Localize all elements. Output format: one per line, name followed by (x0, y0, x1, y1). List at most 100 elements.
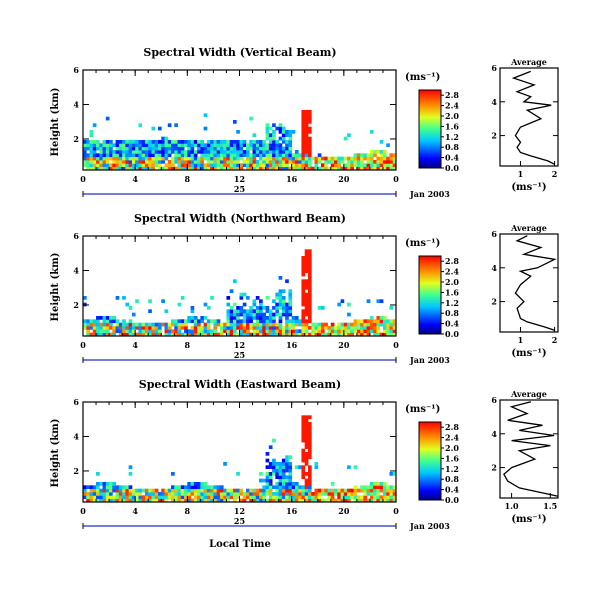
heatmap-cell (131, 146, 136, 151)
heatmap-cell (304, 488, 309, 493)
heatmap-cell (193, 485, 198, 490)
heatmap-cell (307, 498, 312, 503)
heatmap-cell (109, 143, 113, 148)
heatmap-cell (366, 332, 371, 337)
heatmap-cell (252, 309, 257, 314)
heatmap-cell (206, 146, 211, 151)
heatmap-cell (102, 163, 107, 168)
heatmap-cell (304, 442, 309, 446)
heatmap-cell (301, 146, 306, 151)
heatmap-cell (307, 475, 312, 480)
heatmap-cell (226, 495, 231, 500)
heatmap-cell (206, 492, 211, 496)
heatmap-cell (115, 322, 120, 327)
heatmap-cell (268, 126, 273, 131)
heatmap-cell (307, 448, 312, 453)
heatmap-cell (307, 146, 312, 151)
heatmap-cell (236, 306, 240, 310)
panel-title: Spectral Width (Northward Beam) (134, 212, 346, 225)
heatmap-cell (340, 488, 345, 493)
heatmap-cell (102, 482, 107, 486)
heatmap-cell (317, 329, 322, 334)
heatmap-cell (281, 488, 286, 493)
heatmap-cell (99, 482, 103, 486)
heatmap-cell (135, 163, 139, 168)
heatmap-cell (135, 495, 139, 500)
profile-y-tick-label: 2 (491, 297, 497, 307)
heatmap-cell (317, 332, 322, 337)
heatmap-cell (144, 156, 149, 161)
heatmap (83, 415, 397, 503)
heatmap-cell (369, 130, 374, 134)
heatmap-cell (373, 492, 377, 496)
heatmap-cell (259, 498, 263, 503)
heatmap-cell (363, 329, 368, 334)
heatmap-cell (301, 435, 306, 440)
heatmap-cell (353, 495, 358, 500)
heatmap-cell (379, 322, 384, 327)
heatmap-cell (229, 332, 234, 337)
heatmap-cell (386, 143, 390, 148)
heatmap-cell (213, 498, 218, 503)
heatmap-cell (115, 498, 120, 503)
heatmap-cell (138, 156, 143, 161)
heatmap-cell (343, 332, 348, 337)
heatmap-cell (343, 488, 348, 493)
heatmap-cell (154, 143, 159, 148)
heatmap-cell (281, 140, 286, 144)
heatmap-cell (236, 326, 240, 330)
heatmap-cell (135, 166, 139, 171)
heatmap-cell (379, 153, 384, 158)
heatmap-cell (193, 163, 198, 168)
heatmap-cell (259, 329, 263, 334)
heatmap-cell (311, 322, 315, 327)
heatmap-cell (96, 140, 100, 144)
heatmap-cell (236, 332, 240, 337)
heatmap-cell (92, 488, 97, 493)
heatmap-cell (206, 143, 211, 148)
heatmap-cell (161, 299, 165, 304)
heatmap-cell (265, 166, 270, 171)
heatmap-cell (369, 485, 374, 490)
heatmap-cell (255, 498, 260, 503)
heatmap-cell (347, 156, 351, 161)
heatmap-cell (161, 140, 165, 144)
heatmap-cell (356, 498, 361, 503)
heatmap-cell (197, 319, 201, 324)
heatmap-cell (288, 302, 293, 307)
heatmap-cell (334, 498, 338, 503)
heatmap-cell (180, 495, 185, 500)
heatmap-cell (118, 322, 123, 327)
heatmap-cell (324, 322, 328, 327)
heatmap-cell (392, 326, 397, 330)
panel-northward-beam: Spectral Width (Northward Beam) 0 4 8 12 16 2… (50, 212, 559, 365)
heatmap-cell (102, 319, 107, 324)
heatmap-cell (304, 432, 309, 436)
heatmap-cell (347, 166, 351, 171)
heatmap-cell (151, 326, 156, 330)
heatmap-cell (242, 153, 247, 158)
heatmap-cell (373, 326, 377, 330)
heatmap-cell (242, 332, 247, 337)
heatmap-cell (301, 150, 306, 154)
heatmap-cell (272, 326, 276, 330)
heatmap-cell (200, 146, 205, 151)
heatmap-cell (278, 276, 283, 280)
heatmap-cell (180, 492, 185, 496)
heatmap-cell (229, 329, 234, 334)
heatmap-cell (131, 322, 136, 327)
heatmap-cell (167, 146, 172, 151)
heatmap-cell (259, 478, 263, 483)
heatmap-cell (229, 146, 234, 151)
heatmap-cell (252, 143, 257, 148)
heatmap-cell (96, 160, 100, 164)
heatmap-cell (285, 153, 289, 158)
heatmap-cell (288, 133, 293, 138)
heatmap-cell (353, 160, 358, 164)
heatmap-cell (272, 492, 276, 496)
heatmap-cell (180, 156, 185, 161)
heatmap-cell (213, 319, 218, 324)
heatmap-cell (334, 160, 338, 164)
heatmap-cell (206, 156, 211, 161)
heatmap-cell (246, 309, 250, 314)
